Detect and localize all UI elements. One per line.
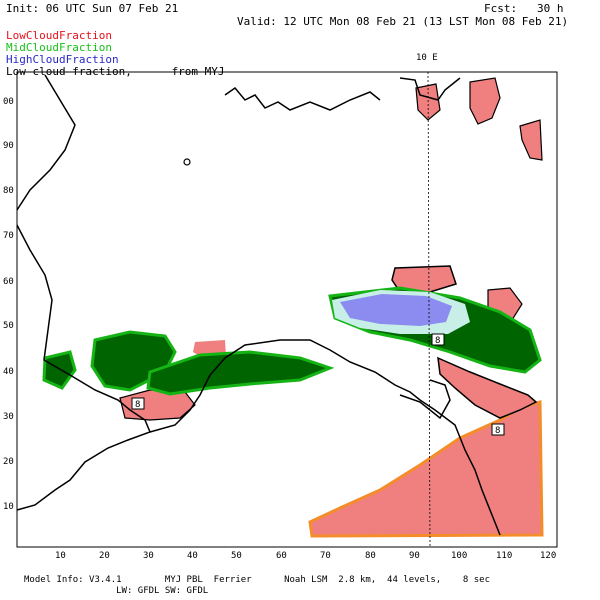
x-tick-20: 20 — [99, 551, 110, 561]
y-tick-30: 30 — [3, 412, 14, 422]
marker-label-2: 8 — [435, 336, 440, 346]
coastlines — [16, 74, 501, 536]
high-cloud-core — [340, 294, 452, 326]
model-info: Model Info: V3.4.1 MYJ PBL Ferrier Noah … — [24, 575, 490, 585]
coastline-north — [16, 74, 76, 211]
x-tick-40: 40 — [187, 551, 198, 561]
x-tick-70: 70 — [320, 551, 331, 561]
x-tick-10: 10 — [55, 551, 66, 561]
marker-label-1: 8 — [135, 400, 140, 410]
coastline-central — [149, 339, 501, 536]
marker-box-1 — [131, 397, 145, 410]
marker-label-3: 8 — [495, 426, 500, 436]
init-label: Init: 06 UTC Sun 07 Feb 21 — [6, 2, 179, 15]
valid-time: Valid: 12 UTC Mon 08 Feb 21 (13 LST Mon … — [237, 15, 569, 28]
low-cloud-northeast-2 — [519, 119, 543, 161]
coastline-east — [399, 379, 451, 420]
x-tick-100: 100 — [451, 551, 467, 561]
x-tick-30: 30 — [143, 551, 154, 561]
marker-box-3 — [491, 423, 505, 436]
y-axis-ticks: 10 20 30 40 50 60 70 80 90 00 — [3, 97, 14, 512]
x-tick-110: 110 — [496, 551, 512, 561]
mid-cloud-band — [146, 350, 335, 396]
coastline-islands — [224, 86, 381, 111]
y-tick-10: 10 — [3, 502, 14, 512]
legend-mid: MidCloudFraction — [6, 41, 112, 54]
map-frame — [16, 71, 558, 548]
low-cloud-southeast — [308, 399, 544, 538]
legend-high: HighCloudFraction — [6, 53, 119, 66]
y-tick-100: 00 — [3, 97, 14, 107]
y-tick-20: 20 — [3, 457, 14, 467]
x-tick-50: 50 — [231, 551, 242, 561]
site-circle — [183, 158, 191, 166]
coastline-northeast — [399, 77, 461, 101]
low-cloud-northeast-1 — [469, 77, 501, 125]
map-top-label: 10 E — [416, 53, 438, 63]
station-markers: 8 8 8 — [131, 333, 505, 436]
high-cloud-areas — [332, 290, 470, 334]
coastline-west — [16, 224, 151, 511]
marker-box-2 — [431, 333, 445, 346]
y-tick-70: 70 — [3, 231, 14, 241]
legend-low: LowCloudFraction — [6, 29, 112, 42]
y-tick-40: 40 — [3, 367, 14, 377]
x-tick-90: 90 — [409, 551, 420, 561]
y-tick-80: 80 — [3, 186, 14, 196]
x-axis-ticks: 10 20 30 40 50 60 70 80 90 100 110 120 — [55, 551, 556, 561]
x-tick-120: 120 — [540, 551, 556, 561]
radiation-info: LW: GFDL SW: GFDL — [24, 586, 209, 596]
y-tick-90: 90 — [3, 141, 14, 151]
low-cloud-east-coast — [437, 356, 538, 419]
mid-cloud-far-west — [42, 350, 77, 390]
meridian-line — [427, 71, 431, 548]
x-tick-80: 80 — [365, 551, 376, 561]
forecast-hour: Fcst: 30 h — [484, 2, 564, 15]
y-tick-50: 50 — [3, 321, 14, 331]
y-tick-60: 60 — [3, 277, 14, 287]
x-tick-60: 60 — [276, 551, 287, 561]
